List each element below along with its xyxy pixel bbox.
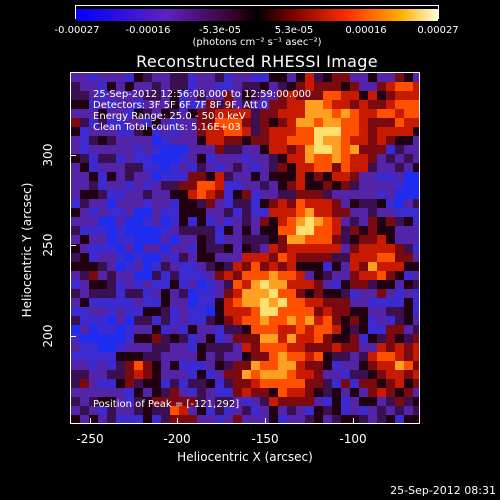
x-axis-label: Heliocentric X (arcsec) bbox=[177, 450, 313, 464]
x-tick-mark bbox=[90, 418, 91, 424]
y-tick-mark bbox=[70, 155, 76, 156]
x-tick-label: -200 bbox=[163, 432, 191, 446]
x-tick-label: -100 bbox=[339, 432, 367, 446]
y-tick-label: 200 bbox=[41, 324, 55, 348]
colorbar-tick: -0.00016 bbox=[125, 25, 171, 36]
x-tick-label: -150 bbox=[251, 432, 279, 446]
x-tick-label: -250 bbox=[76, 432, 104, 446]
colorbar-gradient bbox=[76, 9, 438, 21]
x-tick-mark bbox=[177, 418, 178, 424]
y-tick-mark bbox=[70, 336, 76, 337]
energy-range-text: Energy Range: 25.0 - 50.0 keV bbox=[93, 111, 246, 122]
colorbar-tick: 0.00016 bbox=[345, 25, 387, 36]
rhessi-image: 25-Sep-2012 12:56:08.000 to 12:59:00.000… bbox=[70, 72, 420, 424]
detectors-text: Detectors: 3F 5F 6F 7F 8F 9F, Att 0 bbox=[93, 100, 268, 111]
x-tick-mark bbox=[353, 418, 354, 424]
colorbar-tick: 0.00027 bbox=[417, 25, 459, 36]
y-tick-mark bbox=[70, 245, 76, 246]
observation-time: 25-Sep-2012 12:56:08.000 to 12:59:00.000 bbox=[93, 89, 312, 100]
peak-position-text: Position of Peak = [-121,292] bbox=[93, 399, 240, 410]
y-tick-label: 300 bbox=[41, 143, 55, 167]
clean-counts-text: Clean Total counts: 5.16E+03 bbox=[93, 122, 241, 133]
x-tick-mark bbox=[265, 418, 266, 424]
y-axis-label: Heliocentric Y (arcsec) bbox=[20, 182, 34, 318]
colorbar-tick: -5.3e-05 bbox=[199, 25, 241, 36]
footer-date: 25-Sep-2012 08:31 bbox=[390, 484, 496, 497]
y-tick-label: 250 bbox=[41, 233, 55, 257]
colorbar-units: (photons cm⁻² s⁻¹ asec⁻²) bbox=[192, 37, 322, 48]
heatmap-image bbox=[71, 73, 419, 423]
colorbar bbox=[75, 5, 439, 21]
image-title: Reconstructed RHESSI Image bbox=[136, 52, 378, 71]
colorbar-tick: -0.00027 bbox=[54, 25, 100, 36]
colorbar-tick: 5.3e-05 bbox=[274, 25, 314, 36]
